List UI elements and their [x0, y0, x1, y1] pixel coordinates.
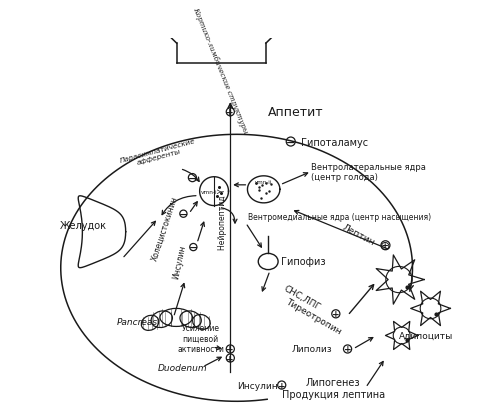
Text: ⊕: ⊕ — [380, 239, 391, 252]
Text: Гипоталамус: Гипоталамус — [301, 137, 368, 147]
Text: Холецистокинин: Холецистокинин — [150, 194, 179, 261]
Text: vmn-ii: vmn-ii — [255, 180, 272, 185]
Text: Лептин: Лептин — [341, 222, 376, 247]
Text: Продукция лептина: Продукция лептина — [282, 389, 385, 399]
Text: Тиреотропин: Тиреотропин — [284, 297, 343, 335]
Text: Аппетит: Аппетит — [268, 106, 323, 119]
Text: Вентролатеральные ядра
(центр голода): Вентролатеральные ядра (центр голода) — [311, 162, 427, 182]
Text: −: − — [286, 137, 295, 147]
Text: СНС,ЛПГ: СНС,ЛПГ — [283, 284, 322, 312]
Text: +: + — [226, 108, 234, 117]
Text: +: + — [332, 310, 340, 319]
Text: Инсулин: Инсулин — [172, 244, 188, 280]
Text: Адипоциты: Адипоциты — [399, 331, 453, 340]
Text: Липолиз: Липолиз — [291, 345, 332, 354]
Text: Кортико-лимбические структуры: Кортико-лимбические структуры — [191, 6, 249, 135]
Text: +: + — [226, 345, 234, 354]
Text: Вентромедиальные ядра (центр насыщения): Вентромедиальные ядра (центр насыщения) — [248, 212, 432, 221]
Text: Гипофиз: Гипофиз — [281, 257, 325, 267]
Text: Парасимпатические
афференты: Парасимпатические афференты — [119, 137, 198, 170]
Text: −: − — [188, 173, 197, 183]
Text: −: − — [179, 209, 188, 219]
Text: +: + — [226, 354, 234, 363]
Text: Pancreas: Pancreas — [117, 318, 158, 327]
Text: +: + — [344, 345, 352, 354]
Text: Нейропептид Y: Нейропептид Y — [218, 188, 227, 249]
Text: Желудок: Желудок — [60, 221, 107, 231]
Text: vmn-i: vmn-i — [201, 189, 217, 194]
Text: −: − — [189, 243, 198, 252]
Text: +: + — [278, 381, 286, 390]
Text: Инсулин: Инсулин — [237, 381, 278, 390]
Text: Липогенез: Липогенез — [306, 378, 361, 387]
Text: Duodenum: Duodenum — [157, 363, 207, 372]
Text: Усиление
пищевой
активности: Усиление пищевой активности — [177, 324, 224, 353]
